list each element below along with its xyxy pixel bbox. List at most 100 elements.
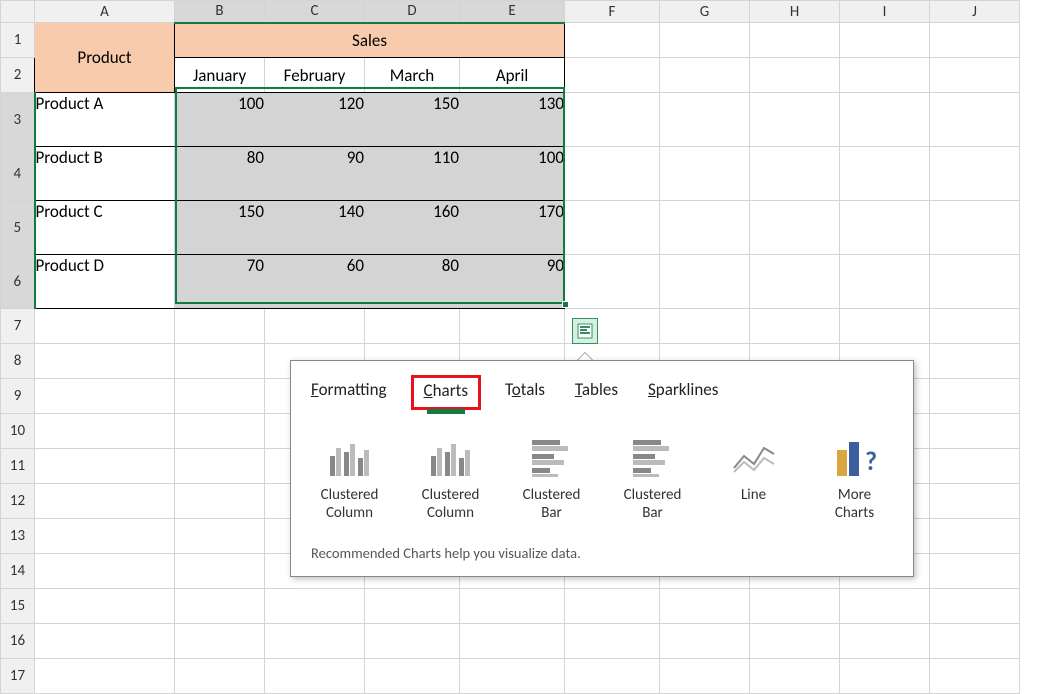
- cell-product-b[interactable]: Product B: [35, 147, 175, 201]
- cell[interactable]: [930, 93, 1020, 147]
- cell[interactable]: [175, 624, 265, 659]
- row-header-6[interactable]: 6: [1, 255, 35, 309]
- cell[interactable]: [565, 147, 660, 201]
- cell[interactable]: [750, 201, 840, 255]
- cell[interactable]: [750, 255, 840, 309]
- col-header-J[interactable]: J: [930, 1, 1020, 23]
- cell-product-header[interactable]: Product: [35, 23, 175, 93]
- cell[interactable]: [460, 624, 565, 659]
- cell[interactable]: [840, 255, 930, 309]
- col-header-C[interactable]: C: [265, 1, 365, 23]
- cell[interactable]: [930, 147, 1020, 201]
- tab-totals[interactable]: Totals: [505, 379, 545, 406]
- cell[interactable]: [840, 201, 930, 255]
- cell[interactable]: [35, 659, 175, 694]
- cell-b6[interactable]: 70: [175, 255, 265, 309]
- cell-month-jan[interactable]: January: [175, 58, 265, 93]
- cell[interactable]: [660, 93, 750, 147]
- cell[interactable]: [930, 201, 1020, 255]
- cell[interactable]: [930, 554, 1020, 589]
- cell[interactable]: [175, 344, 265, 379]
- chart-option-clustered-column-2[interactable]: ClusteredColumn: [412, 434, 489, 522]
- row-header-4[interactable]: 4: [1, 147, 35, 201]
- cell-month-feb[interactable]: February: [265, 58, 365, 93]
- row-header-11[interactable]: 11: [1, 449, 35, 484]
- col-header-I[interactable]: I: [840, 1, 930, 23]
- cell[interactable]: [660, 255, 750, 309]
- cell[interactable]: [265, 309, 365, 344]
- cell[interactable]: [565, 201, 660, 255]
- row-header-15[interactable]: 15: [1, 589, 35, 624]
- cell[interactable]: [660, 23, 750, 58]
- cell[interactable]: [35, 589, 175, 624]
- cell[interactable]: [840, 589, 930, 624]
- chart-option-clustered-column-1[interactable]: ClusteredColumn: [311, 434, 388, 522]
- cell-sales-header[interactable]: Sales: [175, 23, 565, 58]
- cell[interactable]: [660, 589, 750, 624]
- cell[interactable]: [930, 58, 1020, 93]
- cell[interactable]: [565, 624, 660, 659]
- cell-c6[interactable]: 60: [265, 255, 365, 309]
- cell[interactable]: [840, 147, 930, 201]
- cell-product-d[interactable]: Product D: [35, 255, 175, 309]
- cell[interactable]: [565, 93, 660, 147]
- cell[interactable]: [175, 309, 265, 344]
- cell[interactable]: [750, 93, 840, 147]
- cell[interactable]: [265, 624, 365, 659]
- tab-formatting[interactable]: Formatting: [311, 379, 387, 406]
- col-header-F[interactable]: F: [565, 1, 660, 23]
- cell[interactable]: [175, 659, 265, 694]
- cell[interactable]: [265, 659, 365, 694]
- cell[interactable]: [175, 449, 265, 484]
- cell[interactable]: [175, 554, 265, 589]
- row-header-10[interactable]: 10: [1, 414, 35, 449]
- cell[interactable]: [365, 624, 460, 659]
- cell[interactable]: [565, 255, 660, 309]
- col-header-B[interactable]: B: [175, 1, 265, 23]
- row-header-2[interactable]: 2: [1, 58, 35, 93]
- cell[interactable]: [175, 414, 265, 449]
- cell-product-c[interactable]: Product C: [35, 201, 175, 255]
- cell[interactable]: [840, 23, 930, 58]
- cell[interactable]: [930, 659, 1020, 694]
- cell[interactable]: [35, 554, 175, 589]
- cell[interactable]: [175, 379, 265, 414]
- row-header-7[interactable]: 7: [1, 309, 35, 344]
- cell[interactable]: [930, 449, 1020, 484]
- tab-sparklines[interactable]: Sparklines: [648, 379, 718, 406]
- cell[interactable]: [460, 309, 565, 344]
- row-header-12[interactable]: 12: [1, 484, 35, 519]
- cell[interactable]: [660, 147, 750, 201]
- cell[interactable]: [565, 659, 660, 694]
- chart-option-clustered-bar-2[interactable]: ClusteredBar: [614, 434, 691, 522]
- cell[interactable]: [35, 344, 175, 379]
- row-header-9[interactable]: 9: [1, 379, 35, 414]
- cell-b3[interactable]: 100: [175, 93, 265, 147]
- cell-e3[interactable]: 130: [460, 93, 565, 147]
- cell[interactable]: [930, 23, 1020, 58]
- cell-c4[interactable]: 90: [265, 147, 365, 201]
- cell-e5[interactable]: 170: [460, 201, 565, 255]
- cell[interactable]: [35, 624, 175, 659]
- cell[interactable]: [175, 484, 265, 519]
- cell[interactable]: [750, 309, 840, 344]
- cell[interactable]: [460, 589, 565, 624]
- row-header-16[interactable]: 16: [1, 624, 35, 659]
- cell[interactable]: [35, 519, 175, 554]
- cell-c5[interactable]: 140: [265, 201, 365, 255]
- cell[interactable]: [565, 589, 660, 624]
- spreadsheet-grid[interactable]: A B C D E F G H I J 1 Product Sales 2 Ja…: [0, 0, 1020, 694]
- cell[interactable]: [660, 58, 750, 93]
- cell-d6[interactable]: 80: [365, 255, 460, 309]
- cell[interactable]: [660, 201, 750, 255]
- cell[interactable]: [750, 659, 840, 694]
- cell-b5[interactable]: 150: [175, 201, 265, 255]
- col-header-A[interactable]: A: [35, 1, 175, 23]
- cell[interactable]: [35, 414, 175, 449]
- cell[interactable]: [35, 449, 175, 484]
- cell[interactable]: [660, 309, 750, 344]
- cell-e6[interactable]: 90: [460, 255, 565, 309]
- cell-b4[interactable]: 80: [175, 147, 265, 201]
- cell-month-mar[interactable]: March: [365, 58, 460, 93]
- cell[interactable]: [930, 344, 1020, 379]
